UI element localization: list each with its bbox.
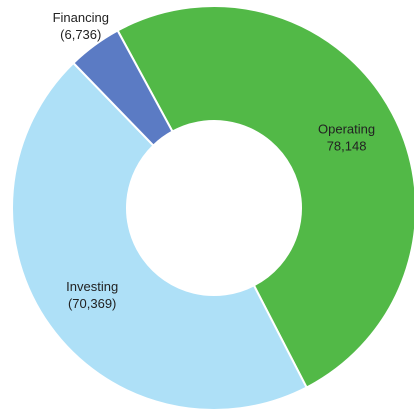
slice-label: Investing bbox=[66, 279, 118, 294]
value-label: (6,736) bbox=[60, 27, 101, 42]
value-label: 78,148 bbox=[327, 138, 367, 153]
donut-slice bbox=[71, 29, 174, 147]
donut-slice bbox=[116, 5, 414, 389]
slice-label: Financing bbox=[53, 10, 109, 25]
value-label: (70,369) bbox=[68, 296, 116, 311]
donut-slice bbox=[11, 61, 308, 411]
slice-label: Operating bbox=[318, 121, 375, 136]
